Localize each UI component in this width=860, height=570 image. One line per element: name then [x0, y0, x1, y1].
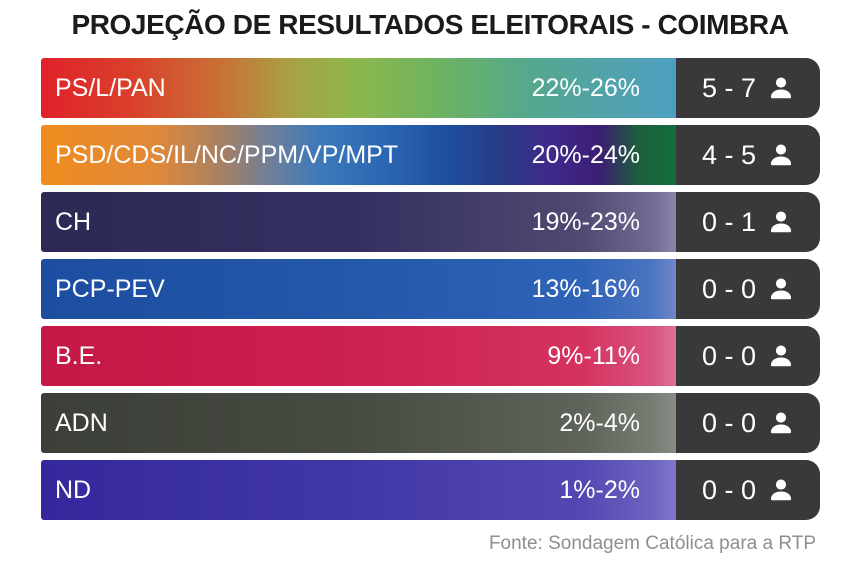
- results-list: PS/L/PAN 22%-26% 5 - 7 PSD/CDS/IL/NC/PPM…: [41, 58, 820, 520]
- source-note: Fonte: Sondagem Católica para a RTP: [488, 533, 816, 554]
- party-name: ND: [55, 475, 92, 504]
- seat-range: 0 - 1: [701, 206, 757, 237]
- party-row: ND 1%-2% 0 - 0: [41, 460, 820, 520]
- party-bar: PSD/CDS/IL/NC/PPM/VP/MPT 20%-24%: [41, 125, 676, 185]
- vote-range: 9%-11%: [547, 341, 640, 370]
- seat-range: 4 - 5: [701, 139, 757, 170]
- person-icon: [768, 477, 794, 503]
- party-row: PCP-PEV 13%-16% 0 - 0: [41, 259, 820, 319]
- party-bar: ND 1%-2%: [41, 460, 676, 520]
- party-row: PS/L/PAN 22%-26% 5 - 7: [41, 58, 820, 118]
- seat-range: 5 - 7: [701, 72, 757, 103]
- seat-range: 0 - 0: [701, 407, 757, 438]
- party-bar: B.E. 9%-11%: [41, 326, 676, 386]
- party-row: PSD/CDS/IL/NC/PPM/VP/MPT 20%-24% 4 - 5: [41, 125, 820, 185]
- party-bar: CH 19%-23%: [41, 192, 676, 252]
- seat-range: 0 - 0: [701, 273, 757, 304]
- vote-range: 1%-2%: [559, 475, 640, 504]
- person-icon: [768, 343, 794, 369]
- vote-range: 13%-16%: [531, 274, 640, 303]
- person-icon: [768, 410, 794, 436]
- seat-box: 0 - 0: [676, 326, 820, 386]
- party-name: CH: [55, 207, 92, 236]
- person-icon: [768, 209, 794, 235]
- seat-range: 0 - 0: [701, 474, 757, 505]
- person-icon: [768, 142, 794, 168]
- seat-box: 5 - 7: [676, 58, 820, 118]
- party-bar: PS/L/PAN 22%-26%: [41, 58, 676, 118]
- party-name: ADN: [55, 408, 108, 437]
- seat-range: 0 - 0: [701, 340, 757, 371]
- party-name: PCP-PEV: [55, 274, 165, 303]
- party-name: B.E.: [55, 341, 103, 370]
- person-icon: [768, 276, 794, 302]
- page-title: PROJEÇÃO DE RESULTADOS ELEITORAIS - COIM…: [71, 9, 789, 40]
- party-row: B.E. 9%-11% 0 - 0: [41, 326, 820, 386]
- person-icon: [768, 75, 794, 101]
- seat-box: 0 - 0: [676, 259, 820, 319]
- vote-range: 22%-26%: [531, 73, 640, 102]
- party-name: PS/L/PAN: [55, 73, 166, 102]
- party-row: ADN 2%-4% 0 - 0: [41, 393, 820, 453]
- party-bar: ADN 2%-4%: [41, 393, 676, 453]
- seat-box: 0 - 0: [676, 393, 820, 453]
- vote-range: 20%-24%: [531, 140, 640, 169]
- party-bar: PCP-PEV 13%-16%: [41, 259, 676, 319]
- vote-range: 2%-4%: [559, 408, 640, 437]
- seat-box: 0 - 0: [676, 460, 820, 520]
- seat-box: 4 - 5: [676, 125, 820, 185]
- party-row: CH 19%-23% 0 - 1: [41, 192, 820, 252]
- party-name: PSD/CDS/IL/NC/PPM/VP/MPT: [55, 140, 399, 169]
- seat-box: 0 - 1: [676, 192, 820, 252]
- vote-range: 19%-23%: [531, 207, 640, 236]
